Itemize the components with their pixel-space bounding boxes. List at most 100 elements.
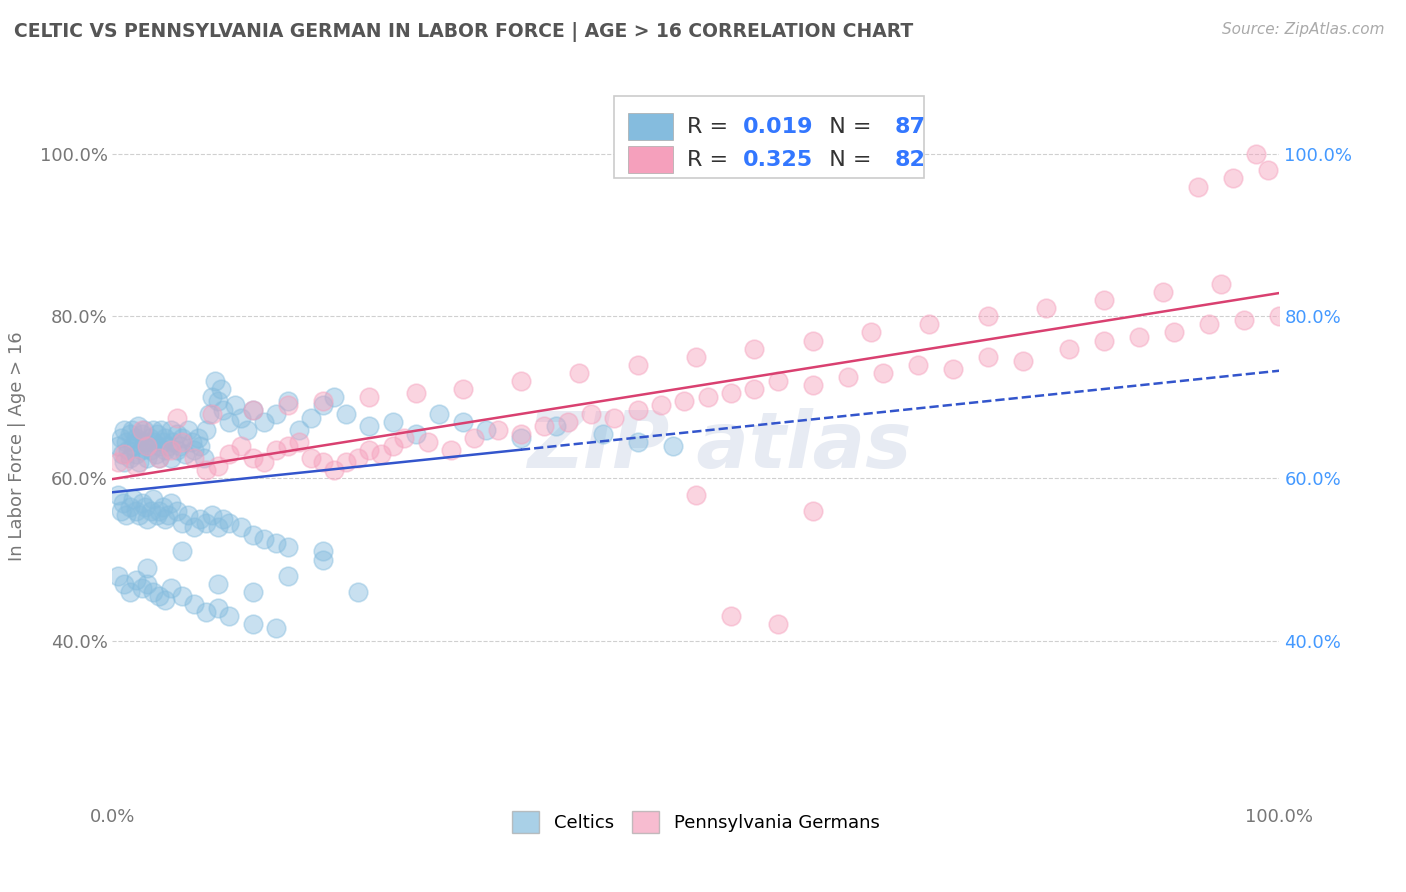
Point [194,423,217,437]
Point [311,394,333,409]
Point [207,394,229,409]
Point [125,504,148,518]
Point [112,577,135,591]
Point [112,447,135,461]
Point [544,418,567,433]
Point [288,423,311,437]
Point [201,508,224,522]
Point [766,617,789,632]
Point [801,504,824,518]
Point [118,500,141,514]
Text: Source: ZipAtlas.com: Source: ZipAtlas.com [1222,22,1385,37]
Point [139,443,162,458]
Point [121,423,143,437]
Point [177,423,200,437]
Point [276,439,298,453]
Text: 87: 87 [894,117,925,136]
Point [122,439,145,453]
Point [253,455,276,469]
Point [117,443,139,458]
Point [142,434,165,449]
Point [212,402,235,417]
Point [207,459,229,474]
Point [148,504,170,518]
Point [160,496,183,510]
Point [125,459,148,474]
Point [148,451,170,466]
Point [112,455,135,469]
Point [976,310,998,324]
Point [136,439,159,453]
Point [1094,293,1116,307]
Point [172,431,194,445]
Point [188,439,211,453]
Point [172,589,194,603]
Point [194,605,217,619]
Point [207,577,229,591]
Point [169,439,191,453]
Point [224,399,246,413]
Point [139,431,162,445]
Point [110,504,132,518]
Point [1198,318,1220,332]
Point [148,589,170,603]
Point [942,362,965,376]
Point [509,431,531,445]
Point [627,434,650,449]
Point [1257,163,1279,178]
Point [136,512,159,526]
Point [242,585,264,599]
Point [201,390,224,404]
Text: R =: R = [686,117,735,136]
Point [207,601,229,615]
Point [201,407,224,421]
Point [335,455,357,469]
Point [720,386,742,401]
Point [264,622,287,636]
Point [160,581,183,595]
Point [288,434,311,449]
Point [276,541,298,555]
Point [276,568,298,582]
Point [218,516,240,530]
Point [188,512,211,526]
FancyBboxPatch shape [628,146,672,173]
Point [153,512,176,526]
Point [311,552,333,566]
Text: ZIP atlas: ZIP atlas [527,408,911,484]
Point [579,407,602,421]
Point [146,508,169,522]
Point [162,434,184,449]
Point [157,508,180,522]
Point [218,447,240,461]
Text: 0.019: 0.019 [742,117,813,136]
Point [650,399,672,413]
Point [766,374,789,388]
Point [673,394,696,409]
Point [160,451,183,466]
Point [568,366,591,380]
Point [166,504,188,518]
Point [323,390,346,404]
Point [107,568,129,582]
Point [323,463,346,477]
Point [122,491,145,506]
Text: N =: N = [815,150,879,169]
Point [405,426,427,441]
Point [1011,354,1033,368]
Point [907,358,929,372]
Point [172,544,194,558]
Point [142,585,165,599]
Point [509,374,531,388]
Point [685,350,707,364]
Point [136,577,159,591]
Point [1222,171,1244,186]
Point [440,443,463,458]
Point [627,358,650,372]
Point [128,455,150,469]
Point [118,426,141,441]
Point [107,439,129,453]
Text: 0.325: 0.325 [742,150,813,169]
Y-axis label: In Labor Force | Age > 16: In Labor Force | Age > 16 [7,331,25,561]
Point [557,415,579,429]
